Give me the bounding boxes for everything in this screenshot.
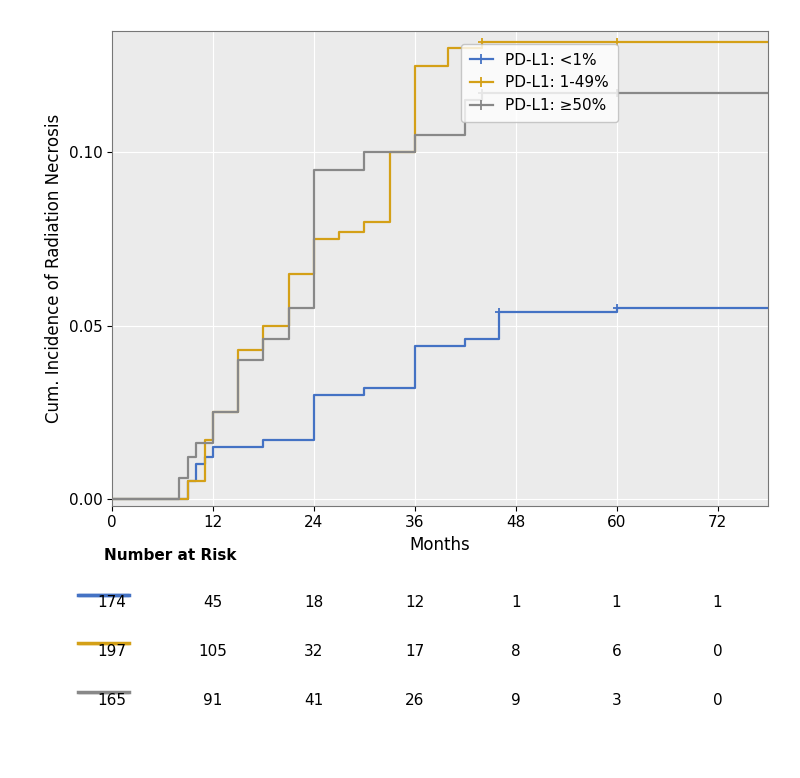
Text: 18: 18 — [304, 595, 323, 611]
Text: 105: 105 — [198, 643, 227, 659]
Text: 91: 91 — [203, 692, 222, 708]
Text: 41: 41 — [304, 692, 323, 708]
Legend: PD-L1: <1%, PD-L1: 1-49%, PD-L1: ≥50%: PD-L1: <1%, PD-L1: 1-49%, PD-L1: ≥50% — [461, 44, 618, 122]
Text: 9: 9 — [511, 692, 521, 708]
Y-axis label: Cum. Incidence of Radiation Necrosis: Cum. Incidence of Radiation Necrosis — [45, 114, 63, 423]
Text: 1: 1 — [511, 595, 521, 611]
Text: 8: 8 — [511, 643, 521, 659]
Text: 165: 165 — [98, 692, 126, 708]
Text: 26: 26 — [405, 692, 425, 708]
Text: 174: 174 — [98, 595, 126, 611]
Text: 3: 3 — [612, 692, 622, 708]
Text: 0: 0 — [713, 643, 722, 659]
Text: 32: 32 — [304, 643, 323, 659]
Text: 17: 17 — [405, 643, 424, 659]
Text: 45: 45 — [203, 595, 222, 611]
Text: 12: 12 — [405, 595, 424, 611]
Text: 1: 1 — [612, 595, 622, 611]
Text: 197: 197 — [98, 643, 126, 659]
Text: 1: 1 — [713, 595, 722, 611]
Text: Number at Risk: Number at Risk — [104, 548, 237, 563]
Text: 6: 6 — [612, 643, 622, 659]
X-axis label: Months: Months — [410, 536, 470, 554]
Text: 0: 0 — [713, 692, 722, 708]
